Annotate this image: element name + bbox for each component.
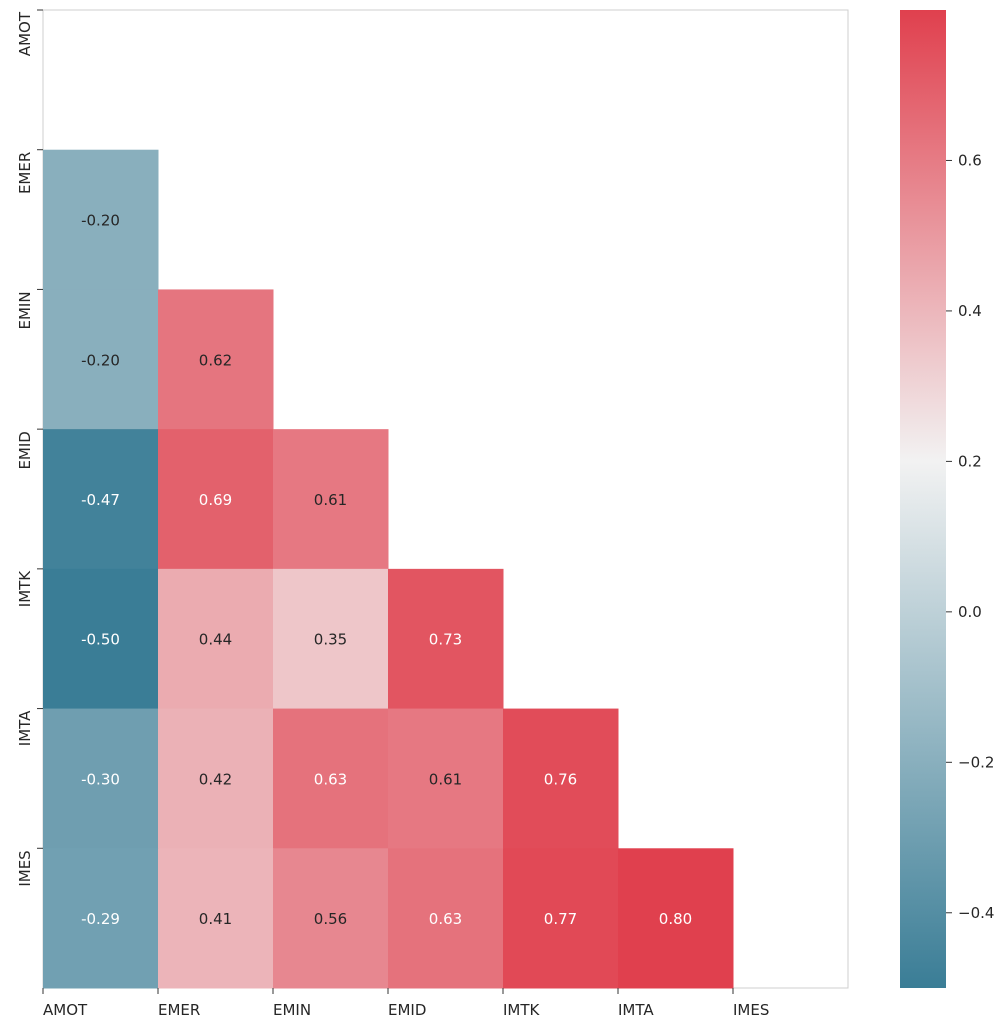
y-tick-label: EMIN — [16, 291, 34, 329]
cell-value-label: 0.69 — [199, 491, 232, 509]
heatmap-cell — [503, 848, 619, 989]
cell-value-label: 0.41 — [199, 910, 232, 928]
x-tick-label: IMTA — [618, 1001, 654, 1017]
heatmap-cell — [43, 848, 159, 989]
colorbar-tick-label: −0.4 — [958, 904, 994, 922]
heatmap-cell — [388, 568, 504, 710]
x-tick-label: EMER — [158, 1001, 200, 1017]
cell-value-label: 0.76 — [544, 770, 577, 788]
cell-value-label: -0.20 — [81, 212, 120, 230]
cell-value-label: 0.77 — [544, 910, 577, 928]
x-tick-label: EMIN — [273, 1001, 311, 1017]
heatmap-cell — [43, 429, 159, 570]
colorbar-gradient — [900, 10, 946, 988]
heatmap-cell — [388, 848, 504, 989]
heatmap-cell — [43, 289, 159, 430]
cell-value-label: -0.47 — [81, 491, 120, 509]
cell-value-label: 0.73 — [429, 631, 462, 649]
y-tick-label: EMER — [16, 152, 34, 194]
x-tick-label: IMTK — [503, 1001, 541, 1017]
y-tick-label: IMTK — [16, 570, 34, 608]
x-tick-label: IMES — [733, 1001, 769, 1017]
colorbar-tick-label: 0.6 — [958, 151, 982, 169]
heatmap-cell — [43, 568, 159, 710]
heatmap-cell — [43, 708, 159, 849]
cell-value-label: -0.50 — [81, 631, 120, 649]
colorbar-tick-label: 0.4 — [958, 302, 982, 320]
cell-value-label: 0.56 — [314, 910, 347, 928]
colorbar-tick-label: −0.2 — [958, 753, 994, 771]
x-axis: AMOT EMER EMIN EMID IMTK IMTA IMES — [42, 988, 769, 1017]
heatmap-cell — [273, 429, 389, 570]
y-tick-label: IMTA — [16, 710, 34, 746]
cell-value-label: 0.42 — [199, 770, 232, 788]
heatmap-cell — [158, 568, 274, 710]
x-tick-label: AMOT — [43, 1001, 88, 1017]
cell-value-label: 0.80 — [659, 910, 692, 928]
heatmap-cell — [273, 848, 389, 989]
cell-value-label: -0.29 — [81, 910, 120, 928]
cell-value-label: -0.20 — [81, 351, 120, 369]
y-tick-label: IMES — [16, 850, 34, 886]
cell-value-label: 0.44 — [199, 631, 232, 649]
heatmap-cell — [273, 568, 389, 710]
heatmap-cells: -0.20 -0.20 0.62 -0.47 0.69 0.61 -0.50 0.44 0.35… — [43, 149, 734, 989]
heatmap-cell — [503, 708, 619, 849]
heatmap-cell — [158, 429, 274, 570]
cell-value-label: 0.61 — [429, 770, 462, 788]
cell-value-label: -0.30 — [81, 770, 120, 788]
heatmap-cell — [158, 708, 274, 849]
colorbar-tick-label: 0.2 — [958, 452, 982, 470]
heatmap-cell — [388, 708, 504, 849]
heatmap-cell — [158, 848, 274, 989]
y-tick-label: AMOT — [16, 11, 34, 56]
heatmap-cell — [43, 149, 159, 290]
cell-value-label: 0.62 — [199, 351, 232, 369]
heatmap-cell — [618, 848, 734, 989]
colorbar-tick-label: 0.0 — [958, 603, 982, 621]
y-axis: AMOT EMER EMIN EMID IMTK IMTA IMES — [16, 9, 43, 887]
colorbar: −0.4 −0.2 0.0 0.2 0.4 0.6 — [900, 10, 994, 988]
cell-value-label: 0.35 — [314, 631, 347, 649]
cell-value-label: 0.61 — [314, 491, 347, 509]
cell-value-label: 0.63 — [314, 770, 347, 788]
x-tick-label: EMID — [388, 1001, 426, 1017]
cell-value-label: 0.63 — [429, 910, 462, 928]
heatmap-cell — [158, 289, 274, 430]
heatmap-cell — [273, 708, 389, 849]
y-tick-label: EMID — [16, 431, 34, 469]
